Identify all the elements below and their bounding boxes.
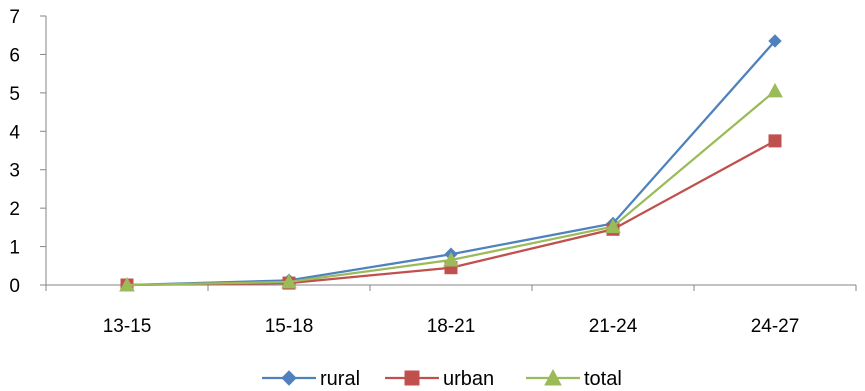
legend-label: total [584,368,622,390]
y-tick-label: 1 [9,238,20,259]
data-point-rural [768,34,782,48]
series-total [119,82,783,292]
x-tick-label: 13-15 [103,316,152,337]
data-point-total [767,82,783,98]
data-point-total [119,276,135,292]
legend-marker-urban [404,370,420,386]
x-tick-label: 18-21 [427,316,476,337]
x-tick-label: 21-24 [589,316,638,337]
x-tick-label: 24-27 [751,316,800,337]
axes: 0 1 2 3 4 5 6 7 13-15 15-18 18-21 21-24 24-27 [9,7,857,337]
data-point-total [605,218,621,234]
x-tick-label: 15-18 [265,316,314,337]
legend-label: rural [320,368,360,390]
y-tick-label: 7 [9,7,20,28]
legend-item-total: total [526,368,622,390]
series-urban [120,134,782,292]
legend-item-urban: urban [385,368,494,390]
legend-marker-total [544,368,562,386]
y-tick-label: 6 [9,45,20,66]
legend-marker-rural [281,370,297,386]
y-tick-label: 0 [9,276,20,297]
legend-item-rural: rural [262,368,360,390]
data-point-total [281,273,297,289]
data-point-total [443,251,459,267]
data-point-urban [768,134,782,148]
y-tick-label: 2 [9,199,20,220]
series-layer [119,34,783,292]
legend-label: urban [443,368,494,390]
y-tick-label: 5 [9,84,20,105]
y-tick-label: 4 [9,122,20,143]
legend: rural urban total [262,368,622,390]
y-tick-label: 3 [9,161,20,182]
